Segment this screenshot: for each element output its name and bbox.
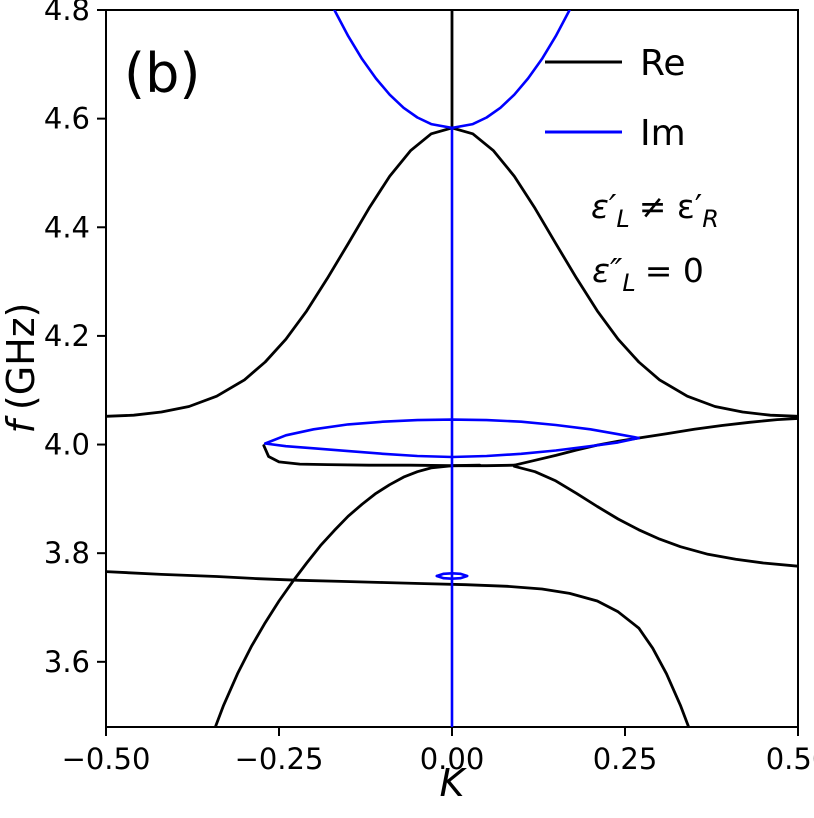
- curve-re-flat-middle-band: [262, 444, 516, 468]
- y-tick-label: 4.4: [44, 210, 90, 244]
- y-tick-label: 3.6: [44, 645, 90, 679]
- y-tick-label: 4.2: [44, 319, 90, 353]
- annotation-eps-neq: ε′L ≠ ε′R: [591, 187, 719, 233]
- y-axis-ticks: 3.6 3.8 4.0 4.2 4.4 4.6 4.8: [44, 0, 106, 679]
- annotation-epsilon-conditions: ε′L ≠ ε′R ε″L = 0: [591, 187, 719, 297]
- annotation-eps-zero: ε″L = 0: [592, 251, 704, 297]
- series-layer: [106, 10, 798, 727]
- legend-im-label: Im: [640, 113, 686, 154]
- curve-im-gap-lens-loop: [263, 418, 641, 459]
- x-tick-label: −0.25: [235, 742, 324, 776]
- curve-im-small-gap-loop: [435, 571, 469, 581]
- legend-re-label: Re: [640, 43, 686, 84]
- x-tick-label: 0.50: [766, 742, 814, 776]
- panel-label: (b): [124, 42, 200, 105]
- legend: Re Im: [545, 43, 686, 154]
- y-tick-label: 3.8: [44, 536, 90, 570]
- x-tick-label: −0.50: [62, 742, 151, 776]
- y-tick-label: 4.6: [44, 102, 90, 136]
- curve-re-flat-band-left-to-dive: [106, 570, 691, 727]
- y-tick-label: 4.8: [44, 0, 90, 27]
- x-tick-label: 0.00: [420, 742, 485, 776]
- curve-re-rising-band-left: [213, 463, 482, 727]
- curve-im-upper-gap-parabola: [333, 10, 571, 130]
- x-tick-label: 0.25: [593, 742, 658, 776]
- y-axis-label: f(GHz): [0, 302, 43, 433]
- curve-re-right-lower-branch: [512, 464, 798, 568]
- y-tick-label: 4.0: [44, 428, 90, 462]
- x-axis-ticks: −0.50 −0.25 0.00 0.25 0.50: [62, 727, 814, 776]
- x-axis-label: K: [440, 761, 468, 805]
